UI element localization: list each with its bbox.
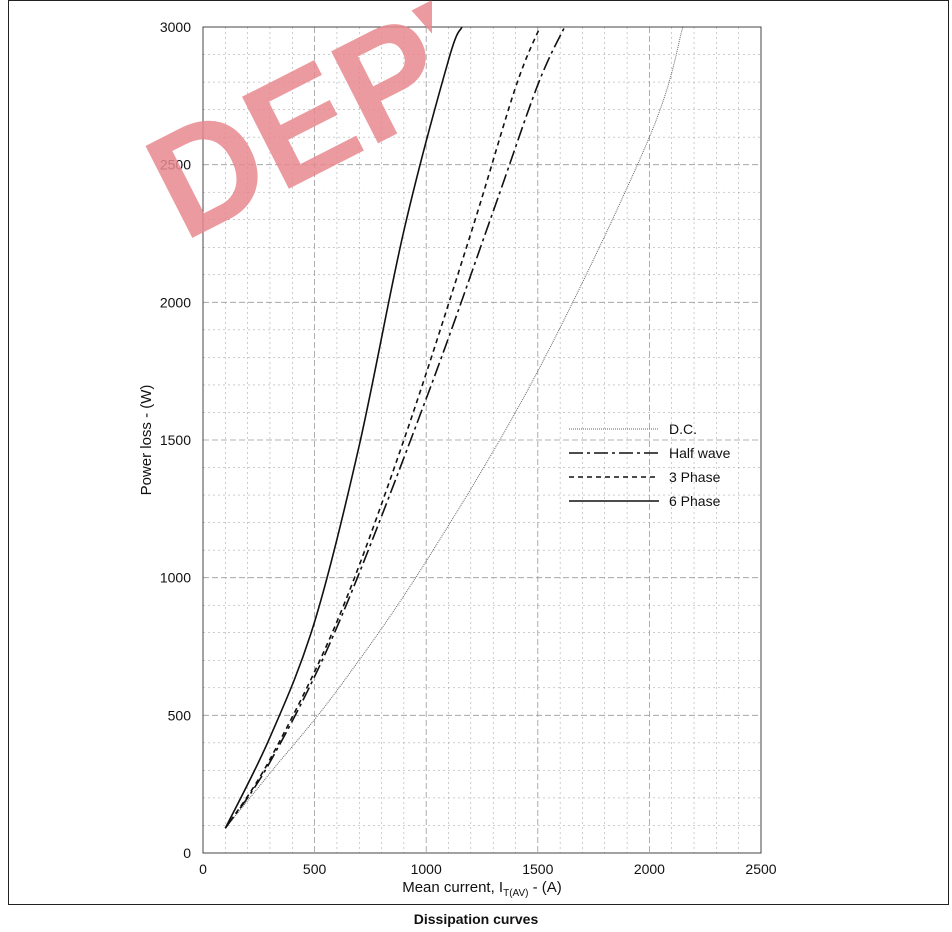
figure-caption: Dissipation curves — [413, 911, 539, 927]
legend-label: 3 Phase — [669, 469, 721, 485]
legend-label: 6 Phase — [669, 493, 721, 509]
chart-frame: 0 500 1000 1500 2000 2500 0 500 1000 1500 2000 2500… — [8, 0, 949, 905]
series-line-d-c — [224, 26, 684, 829]
x-tick-label: 1000 — [411, 861, 442, 877]
plot-area — [202, 26, 762, 854]
series-line-half-wave — [224, 26, 566, 829]
x-axis-title-suffix: - (A) — [528, 879, 561, 896]
x-tick-label: 2500 — [745, 861, 776, 877]
watermark-logo: DEPW — [122, 0, 432, 240]
x-tick-label: 2000 — [634, 861, 665, 877]
series-lines — [224, 26, 684, 829]
grid — [203, 27, 761, 853]
watermark-text: DEPW — [122, 0, 432, 240]
y-tick-label: 1000 — [160, 570, 191, 586]
legend-label: D.C. — [669, 421, 697, 437]
x-tick-label: 500 — [303, 861, 327, 877]
x-axis-title: Mean current, IT(AV) - (A) — [402, 879, 562, 899]
axis-ticks: 0 500 1000 1500 2000 2500 0 500 1000 1500 2000 2500… — [160, 19, 777, 877]
y-tick-label: 500 — [168, 707, 192, 723]
series-line-6-phase — [224, 26, 463, 829]
legend-label: Half wave — [669, 445, 731, 461]
y-axis-title: Power loss - (W) — [138, 385, 155, 496]
legend: D.C. Half wave 3 Phase 6 Phase — [569, 421, 731, 509]
y-tick-label: 0 — [183, 845, 191, 861]
x-tick-label: 1500 — [522, 861, 553, 877]
x-axis-title-subscript: T(AV) — [503, 888, 528, 899]
x-axis-title-main: Mean current, I — [402, 879, 503, 896]
y-tick-label: 2500 — [160, 157, 191, 173]
y-tick-label: 1500 — [160, 432, 191, 448]
x-tick-label: 0 — [199, 861, 207, 877]
y-tick-label: 2000 — [160, 294, 191, 310]
series-line-3-phase — [224, 26, 541, 829]
y-tick-label: 3000 — [160, 19, 191, 35]
chart: 0 500 1000 1500 2000 2500 0 500 1000 1500 2000 2500… — [138, 19, 777, 899]
